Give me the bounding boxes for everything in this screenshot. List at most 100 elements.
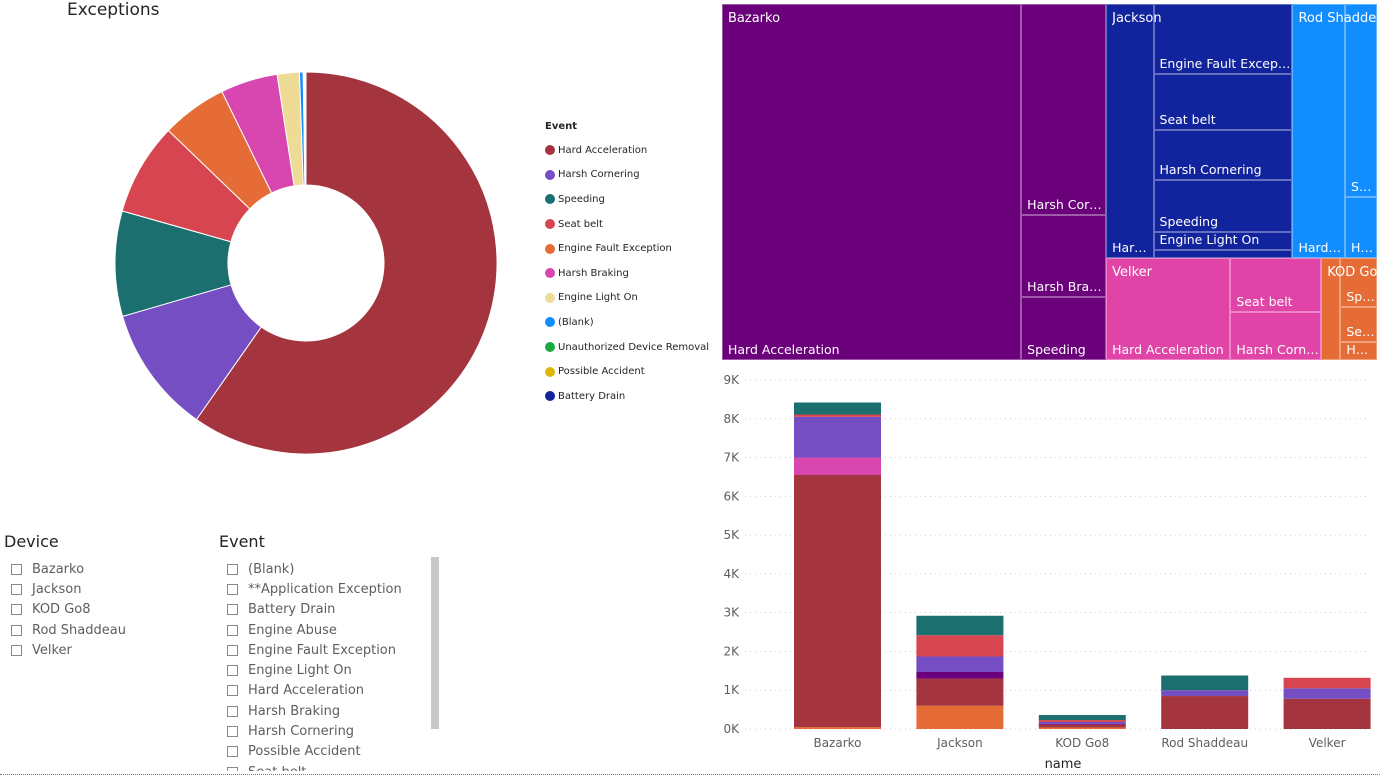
treemap-tile-jackson-speeding[interactable]: Speeding	[1153, 179, 1293, 233]
event-option-seat-belt[interactable]: Seat belt	[227, 762, 427, 771]
event-option-harsh-braking[interactable]: Harsh Braking	[227, 701, 427, 721]
treemap-tile-kod-go8-speeding[interactable]: Speeding	[1340, 257, 1377, 307]
checkbox[interactable]	[227, 624, 238, 636]
legend-item-battery-drain[interactable]: Battery Drain	[545, 384, 709, 409]
device-option-bazarko[interactable]: Bazarko	[11, 559, 126, 579]
legend-item-unauthorized-device-removal[interactable]: Unauthorized Device Removal	[545, 335, 709, 360]
bar-bazarko-harsh-braking[interactable]	[794, 457, 881, 476]
bar-bazarko-hard-acceleration[interactable]	[794, 475, 881, 728]
legend-item-engine-fault-exception[interactable]: Engine Fault Exception	[545, 236, 709, 261]
treemap-tile-velker-harsh-cornering[interactable]: Harsh Cornering	[1230, 311, 1322, 360]
bar-jackson-speeding[interactable]	[916, 615, 1004, 636]
event-option-label: Engine Light On	[248, 663, 352, 679]
treemap-tile-jackson-engine-light-on[interactable]: Engine Light On	[1153, 232, 1293, 250]
legend-item-seat-belt[interactable]: Seat belt	[545, 212, 709, 237]
treemap-tile-bazarko-harsh-braking[interactable]: Harsh Braking	[1021, 214, 1107, 297]
treemap-tile-jackson-seat-belt[interactable]: Seat belt	[1153, 74, 1293, 131]
bar-jackson-engine-fault-exception[interactable]	[916, 705, 1004, 729]
bar-kod-go8-seat-belt[interactable]	[1038, 720, 1126, 723]
legend-item-hard-acceleration[interactable]: Hard Acceleration	[545, 138, 709, 163]
bar-jackson-seat-belt[interactable]	[916, 635, 1004, 657]
checkbox[interactable]	[227, 583, 238, 595]
treemap-tile-kod-go8-hard-acceleration[interactable]	[1321, 257, 1341, 360]
bar-kod-go8-engine-fault-exception[interactable]	[1038, 727, 1126, 729]
treemap-tile-jackson-engine-fault-exception[interactable]: Engine Fault Exception	[1153, 4, 1293, 75]
checkbox[interactable]	[227, 604, 238, 616]
treemap-chart[interactable]: Hard Acceleration Harsh Cornering Harsh Br…	[722, 4, 1380, 360]
event-option-engine-abuse[interactable]: Engine Abuse	[227, 620, 427, 640]
bar-bazarko-speeding[interactable]	[794, 402, 881, 415]
treemap-tile-bazarko-harsh-cornering[interactable]: Harsh Cornering	[1021, 4, 1107, 215]
bar-kod-go8-harsh-cornering[interactable]	[1038, 722, 1126, 724]
checkbox[interactable]	[227, 766, 238, 771]
event-option-battery-drain[interactable]: Battery Drain	[227, 600, 427, 620]
event-option-engine-fault-exception[interactable]: Engine Fault Exception	[227, 640, 427, 660]
event-option-application-exception[interactable]: **Application Exception	[227, 579, 427, 599]
checkbox[interactable]	[227, 665, 238, 677]
checkbox[interactable]	[11, 644, 22, 656]
legend-item-harsh-cornering[interactable]: Harsh Cornering	[545, 163, 709, 188]
legend-item-blank[interactable]: (Blank)	[545, 310, 709, 335]
event-option-harsh-cornering[interactable]: Harsh Cornering	[227, 721, 427, 741]
treemap-tile-velker-hard-acceleration[interactable]: Hard Acceleration	[1106, 257, 1231, 360]
event-slicer-scrollbar[interactable]	[431, 557, 439, 729]
y-tick-label: 3K	[723, 606, 740, 620]
checkbox[interactable]	[11, 624, 22, 636]
treemap-tile-rod-shaddeau-hard-acceleration[interactable]: Hard Acceleration	[1292, 4, 1345, 258]
device-option-jackson[interactable]: Jackson	[11, 579, 126, 599]
bar-bazarko-harsh-cornering[interactable]	[794, 416, 881, 458]
checkbox[interactable]	[227, 746, 238, 758]
legend-item-possible-accident[interactable]: Possible Accident	[545, 359, 709, 384]
treemap-tile-jackson-hard-acceleration[interactable]: Hard Acceleration	[1106, 4, 1154, 258]
device-option-rod-shaddeau[interactable]: Rod Shaddeau	[11, 620, 126, 640]
bar-jackson-harsh-cornering[interactable]	[916, 656, 1004, 672]
treemap-tile-bazarko-hard-acceleration[interactable]: Hard Acceleration	[722, 4, 1022, 360]
checkbox[interactable]	[227, 726, 238, 738]
checkbox[interactable]	[11, 604, 22, 616]
bar-rod-shaddeau-speeding[interactable]	[1161, 675, 1249, 691]
treemap-tile-jackson-harsh-braking[interactable]	[1153, 249, 1293, 258]
donut-chart[interactable]	[100, 60, 520, 470]
checkbox[interactable]	[227, 563, 238, 575]
checkbox[interactable]	[227, 685, 238, 697]
treemap-tile-rod-shaddeau-harsh-cornering[interactable]: Harsh Cornering	[1344, 196, 1377, 258]
bar-kod-go8-speeding[interactable]	[1038, 715, 1126, 721]
bar-velker-hard-acceleration[interactable]	[1283, 698, 1371, 729]
treemap-tile-rod-shaddeau-speeding[interactable]: Speeding	[1344, 4, 1377, 197]
treemap-tile-kod-go8-seat-belt[interactable]: Seat belt	[1340, 306, 1377, 343]
bar-bazarko-seat-belt[interactable]	[794, 414, 881, 417]
event-option-possible-accident[interactable]: Possible Accident	[227, 742, 427, 762]
stacked-bar-chart[interactable]: 0K 1K 2K 3K 4K 5K 6K 7K 8K 9K Bazarko Jackson KOD Go…	[700, 368, 1380, 773]
y-tick-label: 5K	[723, 528, 740, 542]
event-option-engine-light-on[interactable]: Engine Light On	[227, 660, 427, 680]
bar-velker-harsh-cornering[interactable]	[1283, 688, 1371, 699]
checkbox[interactable]	[227, 705, 238, 717]
checkbox[interactable]	[227, 644, 238, 656]
bar-kod-go8-hard-acceleration[interactable]	[1038, 724, 1126, 728]
legend-item-engine-light-on[interactable]: Engine Light On	[545, 286, 709, 311]
bar-kod-go8-possible-accident[interactable]	[1038, 723, 1126, 725]
x-tick-label: KOD Go8	[1055, 736, 1109, 750]
donut-slice-battery-drain[interactable]	[304, 71, 307, 186]
checkbox[interactable]	[11, 563, 22, 575]
bar-rod-shaddeau-harsh-cornering[interactable]	[1161, 690, 1249, 697]
device-option-kod-go8[interactable]: KOD Go8	[11, 600, 126, 620]
donut-slice-hard-acceleration[interactable]	[195, 71, 498, 455]
treemap-tile-label: Harsh Cornering	[1236, 341, 1320, 357]
bar-velker-seat-belt[interactable]	[1283, 677, 1371, 689]
treemap-tile-jackson-harsh-cornering[interactable]: Harsh Cornering	[1153, 130, 1293, 180]
treemap-tile-velker-seat-belt[interactable]: Seat belt	[1230, 257, 1322, 312]
bar-jackson-possible-accident[interactable]	[916, 671, 1004, 679]
bar-bazarko-engine-fault-exception[interactable]	[794, 727, 881, 729]
legend-label: Battery Drain	[558, 390, 626, 402]
treemap-tile-bazarko-speeding[interactable]: Speeding	[1021, 296, 1107, 360]
legend-item-harsh-braking[interactable]: Harsh Braking	[545, 261, 709, 286]
event-option-blank[interactable]: (Blank)	[227, 559, 427, 579]
treemap-tile-kod-go8-harsh-cornering[interactable]: Harsh Cornering	[1340, 342, 1377, 360]
checkbox[interactable]	[11, 583, 22, 595]
bar-rod-shaddeau-hard-acceleration[interactable]	[1161, 696, 1249, 729]
legend-item-speeding[interactable]: Speeding	[545, 187, 709, 212]
bar-jackson-hard-acceleration[interactable]	[916, 678, 1004, 706]
device-option-velker[interactable]: Velker	[11, 640, 126, 660]
event-option-hard-acceleration[interactable]: Hard Acceleration	[227, 681, 427, 701]
